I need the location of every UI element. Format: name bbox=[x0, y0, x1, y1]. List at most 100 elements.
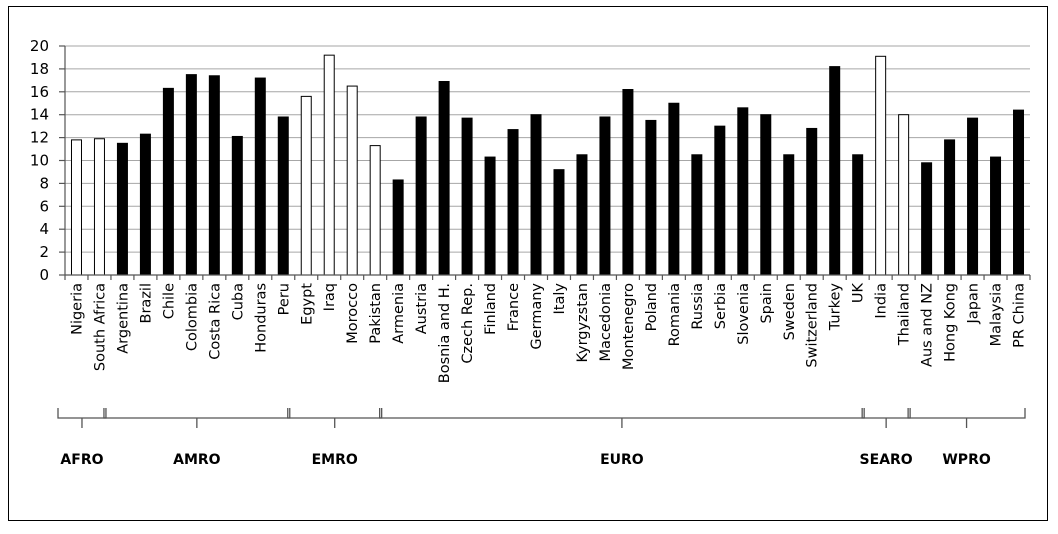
category-label: Russia bbox=[690, 283, 706, 330]
region-bracket bbox=[907, 408, 1026, 428]
y-tick-label: 18 bbox=[30, 60, 49, 78]
y-axis-tick-labels: 0 2 4 6 8 10 12 14 16 18 20 bbox=[30, 37, 66, 284]
region-wpro: WPRO bbox=[907, 408, 1026, 468]
bar-india bbox=[875, 55, 887, 276]
category-label: Brazil bbox=[138, 283, 154, 323]
category-label: Germany bbox=[529, 283, 545, 350]
category-label: Austria bbox=[414, 283, 430, 334]
category-label: Sweden bbox=[782, 283, 798, 340]
y-tick-label: 10 bbox=[30, 152, 49, 170]
category-label: Colombia bbox=[184, 283, 200, 351]
bar-poland bbox=[645, 119, 657, 276]
y-tick-label: 12 bbox=[30, 129, 49, 147]
region-euro: EURO bbox=[379, 408, 865, 468]
bar-germany bbox=[530, 114, 542, 276]
bar-switzerland bbox=[806, 127, 818, 276]
bar-morocco bbox=[346, 85, 358, 276]
category-label: Kyrgyzstan bbox=[575, 283, 591, 362]
category-label: Slovenia bbox=[736, 283, 752, 345]
category-label: France bbox=[506, 283, 522, 331]
region-bracket bbox=[379, 408, 865, 428]
y-tick-label: 20 bbox=[30, 37, 49, 55]
bar-finland bbox=[484, 156, 496, 276]
bar-brazil bbox=[139, 133, 151, 276]
bar-serbia bbox=[714, 125, 726, 276]
category-label: Italy bbox=[552, 283, 568, 315]
bar-france bbox=[507, 129, 519, 276]
bar-pr-china bbox=[1013, 109, 1025, 276]
region-label: WPRO bbox=[942, 452, 990, 468]
category-label: Malaysia bbox=[989, 283, 1005, 346]
bar-colombia bbox=[185, 74, 197, 276]
category-label: Chile bbox=[161, 283, 177, 319]
category-label: Switzerland bbox=[805, 283, 821, 368]
category-label: Iraq bbox=[322, 283, 338, 311]
bar-pakistan bbox=[369, 145, 381, 276]
bar-montenegro bbox=[622, 89, 634, 276]
bar-slovenia bbox=[737, 107, 749, 276]
category-label: Macedonia bbox=[598, 283, 614, 361]
category-label: Spain bbox=[759, 283, 775, 324]
bar-malaysia bbox=[990, 156, 1002, 276]
category-label: Costa Rica bbox=[207, 283, 223, 360]
bar-austria bbox=[415, 116, 427, 276]
bar-bosnia-and-h bbox=[438, 80, 450, 276]
category-label: Argentina bbox=[115, 283, 131, 354]
bar-egypt bbox=[300, 95, 312, 276]
bar-japan bbox=[967, 117, 979, 276]
category-label: Honduras bbox=[253, 283, 269, 353]
region-afro: AFRO bbox=[57, 408, 107, 468]
bar-turkey bbox=[829, 66, 841, 276]
region-bracket bbox=[287, 408, 383, 428]
bar-thailand bbox=[898, 114, 910, 276]
category-label: Armenia bbox=[391, 283, 407, 344]
category-label: Egypt bbox=[299, 283, 315, 325]
category-labels: Nigeria South Africa Argentina Brazil Chile C… bbox=[64, 275, 1031, 383]
category-label: Montenegro bbox=[621, 283, 637, 370]
region-label: EMRO bbox=[312, 452, 358, 468]
category-label: Cuba bbox=[230, 283, 246, 320]
category-label: Morocco bbox=[345, 283, 361, 344]
y-tick-label: 16 bbox=[30, 83, 49, 101]
region-emro: EMRO bbox=[287, 408, 383, 468]
bar-aus-and-nz bbox=[921, 162, 933, 276]
region-bracket bbox=[57, 408, 107, 428]
gridlines bbox=[65, 45, 1030, 253]
y-tick-label: 6 bbox=[39, 197, 49, 215]
category-label: Bosnia and H. bbox=[437, 283, 453, 383]
bars bbox=[70, 54, 1025, 276]
bar-argentina bbox=[116, 142, 128, 276]
category-label: Thailand bbox=[897, 283, 913, 346]
region-bracket bbox=[861, 408, 911, 428]
bar-romania bbox=[668, 102, 680, 276]
bar-uk bbox=[852, 154, 864, 276]
category-label: Nigeria bbox=[69, 283, 85, 335]
bar-czech-rep bbox=[461, 117, 473, 276]
bar-kyrgyzstan bbox=[576, 154, 588, 276]
category-label: India bbox=[874, 283, 890, 319]
bar-peru bbox=[277, 116, 289, 276]
y-tick-label: 2 bbox=[39, 243, 49, 261]
bar-sweden bbox=[783, 154, 795, 276]
bar-hong-kong bbox=[944, 139, 956, 276]
category-label: Hong Kong bbox=[943, 283, 959, 362]
bar-cuba bbox=[231, 135, 243, 276]
bar-russia bbox=[691, 154, 703, 276]
category-label: Czech Rep. bbox=[460, 283, 476, 364]
category-label: Poland bbox=[644, 283, 660, 331]
category-label: Finland bbox=[483, 283, 499, 335]
bar-honduras bbox=[254, 77, 266, 276]
region-amro: AMRO bbox=[103, 408, 291, 468]
region-label: AFRO bbox=[60, 452, 103, 468]
category-label: Aus and NZ bbox=[920, 283, 936, 367]
category-label: Pakistan bbox=[368, 283, 384, 344]
category-label: PR China bbox=[1012, 283, 1028, 348]
bar-macedonia bbox=[599, 116, 611, 276]
category-label: UK bbox=[851, 283, 867, 304]
bar-chile bbox=[162, 87, 174, 276]
region-searo: SEARO bbox=[860, 408, 913, 468]
category-label: Peru bbox=[276, 283, 292, 315]
region-groups: AFRO AMRO EMRO EURO SEARO WPRO bbox=[57, 408, 1026, 468]
region-label: SEARO bbox=[860, 452, 913, 468]
